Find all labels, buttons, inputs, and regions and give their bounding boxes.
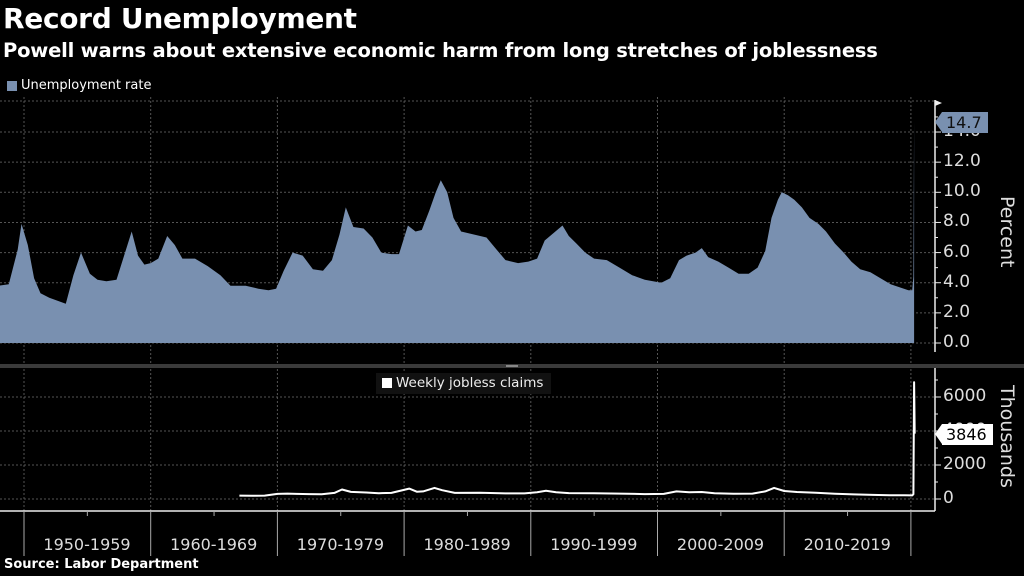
x-axis-label: 1960-1969 [170, 535, 258, 554]
source-note: Source: Labor Department [4, 557, 199, 572]
x-axis-label: 1970-1979 [296, 535, 384, 554]
top-y-tick-label: 6.0 [943, 241, 971, 262]
chart-subtitle: Powell warns about extensive economic ha… [3, 39, 878, 62]
bottom-y-axis-title: Thousands [996, 385, 1018, 488]
legend-swatch-unemployment [7, 80, 17, 91]
x-axis-label: 1980-1989 [423, 535, 511, 554]
top-y-tick-label: 8.0 [943, 211, 971, 232]
legend-claims: Weekly jobless claims [376, 373, 552, 394]
x-axis-label: 1990-1999 [550, 535, 638, 554]
top-y-tick-label: 12.0 [943, 151, 981, 172]
top-y-tick-label: 10.0 [943, 181, 981, 202]
bottom-y-tick-label: 6000 [943, 386, 987, 406]
top-y-tick-label: 2.0 [943, 301, 971, 322]
x-axis-label: 1950-1959 [43, 535, 131, 554]
unemployment-last-value-callout: 14.7 [935, 112, 988, 133]
top-y-axis-arrow [935, 100, 942, 106]
top-y-axis-title: Percent [996, 196, 1018, 268]
legend-label-unemployment: Unemployment rate [21, 78, 152, 93]
bottom-y-tick-label: 2000 [943, 454, 987, 474]
panel-resize-handle [506, 365, 518, 367]
top-y-tick-label: 0.0 [943, 332, 971, 352]
x-axis-label: 2010-2019 [803, 535, 891, 554]
chart-title: Record Unemployment [3, 2, 357, 35]
top-y-tick-label: 4.0 [943, 271, 971, 292]
x-axis-label: 2000-2009 [676, 535, 765, 554]
legend-swatch-claims [382, 378, 392, 388]
legend-label-claims: Weekly jobless claims [396, 375, 544, 391]
jobless-claims-line [239, 381, 916, 497]
claims-last-value-callout: 3846 [935, 424, 993, 445]
unemployment-area [0, 121, 915, 343]
bottom-y-tick-label: 0 [943, 488, 954, 508]
legend-unemployment: Unemployment rate [7, 78, 151, 93]
